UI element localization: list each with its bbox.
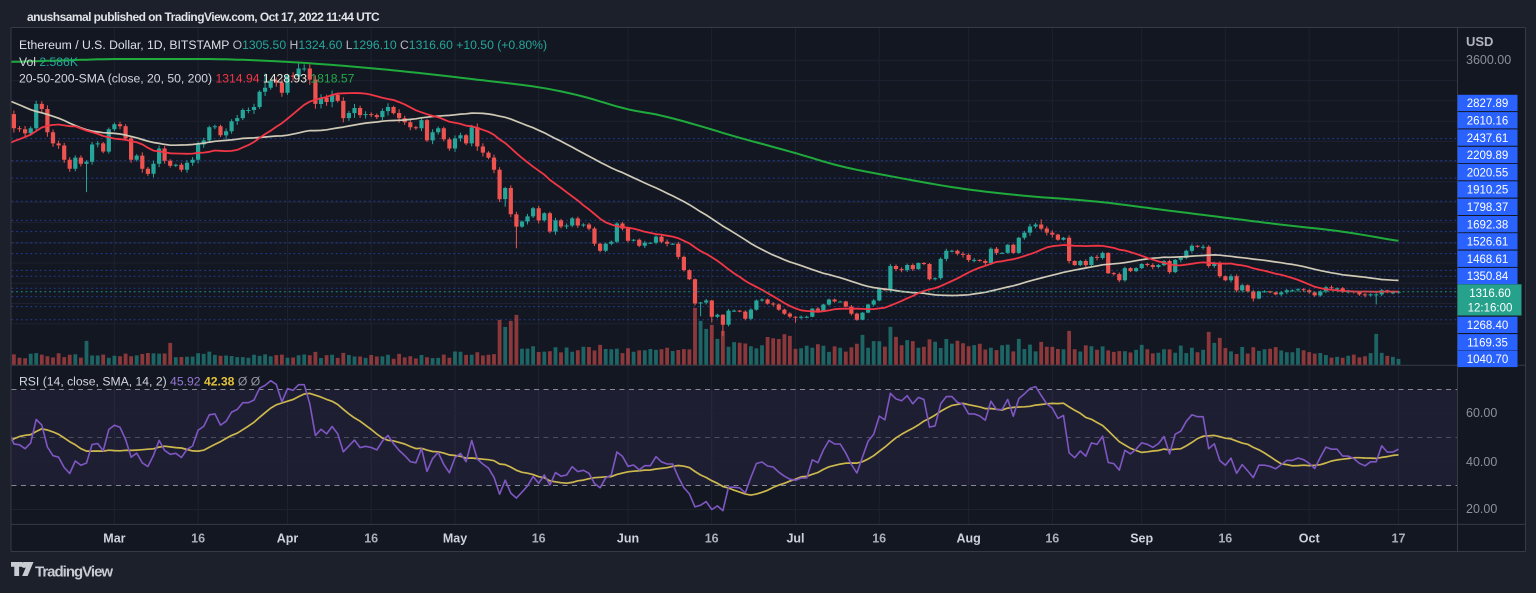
svg-text:16: 16 bbox=[705, 532, 719, 546]
svg-text:Mar: Mar bbox=[103, 532, 125, 546]
svg-text:1268.40: 1268.40 bbox=[1467, 320, 1509, 332]
svg-text:40.00: 40.00 bbox=[1466, 455, 1497, 469]
svg-text:1040.70: 1040.70 bbox=[1467, 354, 1509, 366]
svg-text:20.00: 20.00 bbox=[1466, 502, 1497, 516]
svg-text:2827.89: 2827.89 bbox=[1467, 98, 1509, 110]
svg-text:16: 16 bbox=[191, 532, 205, 546]
svg-text:3600.00: 3600.00 bbox=[1466, 53, 1511, 67]
svg-text:17: 17 bbox=[1392, 532, 1406, 546]
svg-text:16: 16 bbox=[532, 532, 546, 546]
svg-text:12:16:00: 12:16:00 bbox=[1468, 303, 1513, 315]
svg-text:Ethereum / U.S. Dollar, 1D, BI: Ethereum / U.S. Dollar, 1D, BITSTAMP O13… bbox=[19, 38, 547, 52]
svg-text:anushsamal published on Tradin: anushsamal published on TradingView.com,… bbox=[27, 10, 380, 24]
svg-text:Sep: Sep bbox=[1130, 532, 1153, 546]
svg-text:1910.25: 1910.25 bbox=[1467, 185, 1509, 197]
svg-text:2209.89: 2209.89 bbox=[1467, 150, 1509, 162]
svg-text:2610.16: 2610.16 bbox=[1467, 116, 1509, 128]
svg-text:Oct: Oct bbox=[1299, 532, 1321, 546]
svg-text:1316.60: 1316.60 bbox=[1469, 288, 1511, 300]
svg-text:Jul: Jul bbox=[786, 532, 804, 546]
svg-text:16: 16 bbox=[1218, 532, 1232, 546]
svg-text:1350.84: 1350.84 bbox=[1467, 271, 1509, 283]
svg-text:RSI (14, close, SMA, 14, 2) 45: RSI (14, close, SMA, 14, 2) 45.92 42.38 … bbox=[19, 375, 261, 389]
svg-text:TradingView: TradingView bbox=[35, 564, 113, 581]
svg-text:Apr: Apr bbox=[277, 532, 299, 546]
svg-text:1526.61: 1526.61 bbox=[1467, 237, 1509, 249]
svg-text:16: 16 bbox=[1045, 532, 1059, 546]
svg-text:1692.38: 1692.38 bbox=[1467, 219, 1509, 231]
svg-text:Jun: Jun bbox=[617, 532, 639, 546]
svg-text:1468.61: 1468.61 bbox=[1467, 254, 1509, 266]
svg-text:60.00: 60.00 bbox=[1466, 406, 1497, 420]
svg-text:2437.61: 2437.61 bbox=[1467, 133, 1509, 145]
svg-text:USD: USD bbox=[1466, 34, 1493, 49]
svg-text:May: May bbox=[443, 532, 467, 546]
svg-text:16: 16 bbox=[872, 532, 886, 546]
svg-text:16: 16 bbox=[364, 532, 378, 546]
svg-text:20-50-200-SMA (close, 20, 50,: 20-50-200-SMA (close, 20, 50, 200) 1314.… bbox=[19, 72, 355, 86]
svg-text:Vol 2.586K: Vol 2.586K bbox=[19, 55, 78, 69]
svg-text:1169.35: 1169.35 bbox=[1467, 337, 1508, 349]
svg-text:1798.37: 1798.37 bbox=[1467, 202, 1509, 214]
svg-text:Aug: Aug bbox=[956, 532, 980, 546]
svg-text:2020.55: 2020.55 bbox=[1467, 167, 1509, 179]
